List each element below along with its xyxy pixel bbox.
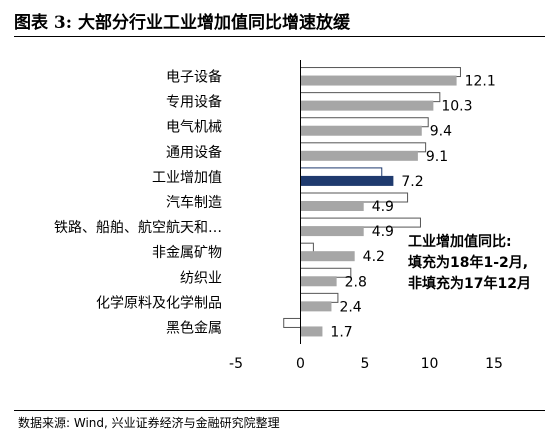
annotation-box: 工业增加值同比: 填充为18年1-2月, 非填充为17年12月 bbox=[408, 233, 531, 292]
category-label: 黑色金属 bbox=[166, 319, 222, 336]
outline-bar bbox=[300, 242, 314, 253]
outline-bar bbox=[300, 292, 339, 303]
chart-title: 图表 3: 大部分行业工业增加值同比增速放缓 bbox=[14, 13, 350, 33]
x-tick-label: 0 bbox=[296, 356, 305, 372]
title-divider bbox=[14, 36, 545, 37]
category-label: 汽车制造 bbox=[166, 194, 222, 211]
category-label: 非金属矿物 bbox=[152, 245, 222, 261]
outline-bar bbox=[300, 267, 352, 278]
outline-bar bbox=[300, 142, 427, 153]
value-label: 9.4 bbox=[430, 124, 452, 140]
value-label: 12.1 bbox=[465, 74, 496, 90]
outline-bar bbox=[300, 67, 461, 78]
value-label: 9.1 bbox=[426, 149, 448, 165]
source-note: 数据来源: Wind, 兴业证券经济与金融研究院整理 bbox=[18, 416, 280, 430]
annotation-line: 工业增加值同比: bbox=[408, 233, 512, 250]
filled-bar bbox=[300, 251, 355, 262]
x-tick-label: 10 bbox=[421, 356, 439, 372]
annotation-line: 填充为18年1-2月, bbox=[408, 254, 528, 271]
filled-bar bbox=[300, 326, 323, 337]
filled-bar bbox=[300, 75, 457, 86]
x-axis: -5 0 5 10 15 bbox=[229, 60, 503, 372]
x-tick-label: 15 bbox=[485, 356, 503, 372]
category-label: 通用设备 bbox=[166, 144, 222, 161]
filled-bar bbox=[300, 201, 364, 211]
outline-bar bbox=[300, 167, 383, 178]
value-labels: 12.1 10.3 9.4 9.17.2 4.9 4.9 4.2 2.8 2.4 1.7 bbox=[330, 74, 495, 341]
value-label: 4.9 bbox=[372, 199, 394, 215]
category-label: 纺织业 bbox=[180, 270, 222, 286]
category-label: 化学原料及化学制品 bbox=[96, 295, 222, 311]
value-label: 2.8 bbox=[345, 274, 367, 290]
outline-bar bbox=[300, 217, 421, 228]
value-label: 4.2 bbox=[363, 249, 385, 265]
category-label: 电气机械 bbox=[166, 120, 222, 136]
category-label: 专用设备 bbox=[166, 94, 222, 111]
x-tick-label: 5 bbox=[361, 356, 370, 372]
value-label: 2.4 bbox=[339, 299, 361, 315]
annotation-line: 非填充为17年12月 bbox=[408, 275, 531, 292]
category-label: 电子设备 bbox=[166, 69, 222, 86]
value-label: 7.2 bbox=[401, 174, 423, 190]
value-label: 4.9 bbox=[372, 224, 394, 240]
outline-bar bbox=[283, 317, 302, 328]
filled-bar bbox=[300, 301, 332, 312]
filled-bar bbox=[300, 125, 422, 136]
category-label: 工业增加值 bbox=[152, 170, 222, 186]
filled-bar bbox=[300, 175, 394, 186]
category-label: 铁路、船舶、航空航天和… bbox=[54, 220, 222, 236]
filled-bar bbox=[300, 150, 418, 161]
outline-bar bbox=[300, 117, 429, 128]
title-bar: 图表 3: 大部分行业工业增加值同比增速放缓 bbox=[0, 0, 559, 40]
value-label: 10.3 bbox=[441, 99, 472, 115]
filled-bar bbox=[300, 276, 337, 287]
x-tick-label: -5 bbox=[229, 356, 243, 372]
filled-bar bbox=[300, 100, 434, 111]
value-label: 1.7 bbox=[330, 324, 352, 340]
source-divider bbox=[14, 410, 545, 411]
filled-bar bbox=[300, 226, 364, 237]
outline-bar bbox=[300, 92, 441, 103]
